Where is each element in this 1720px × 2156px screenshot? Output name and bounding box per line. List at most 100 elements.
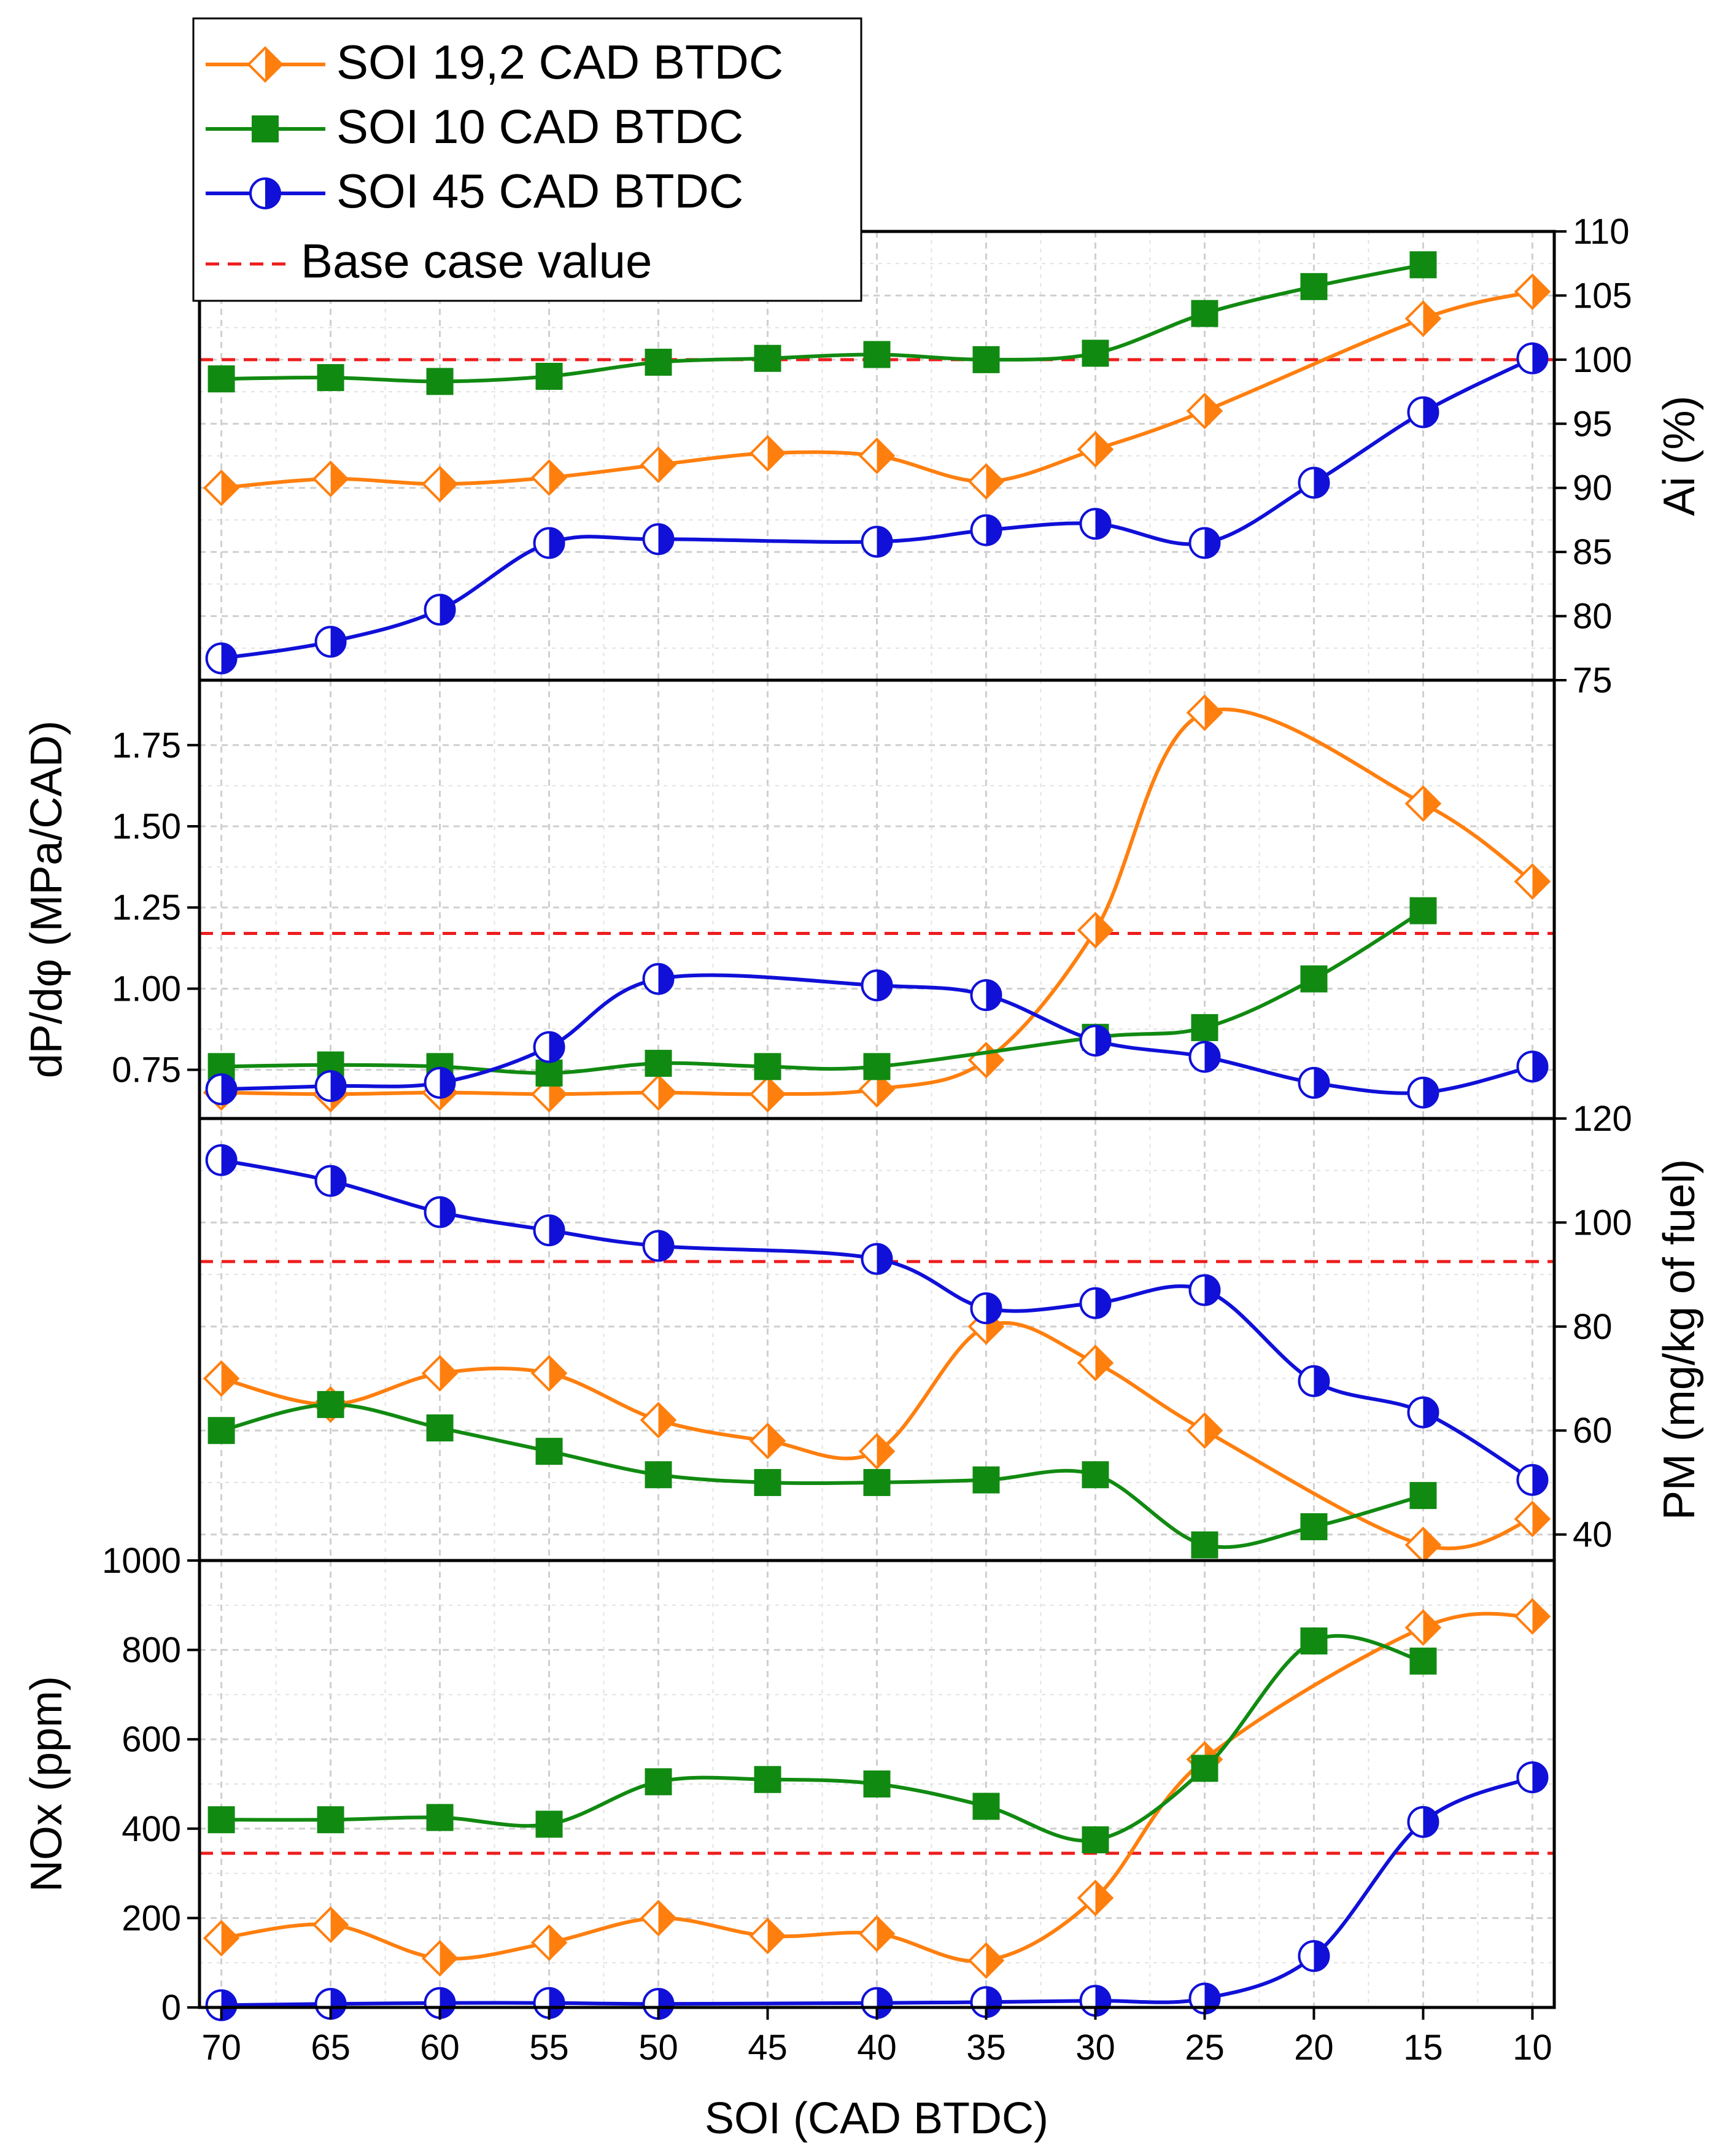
data-point-nox-s10 xyxy=(972,1793,1000,1820)
series-nox-s10 xyxy=(207,1627,1437,1853)
series-line-dpdphi-s10 xyxy=(221,909,1424,1076)
x-tick-label: 25 xyxy=(1185,2028,1225,2068)
data-point-ai-s45 xyxy=(642,523,675,556)
data-point-nox-s19 xyxy=(858,1915,896,1952)
data-point-nox-s10 xyxy=(426,1804,454,1831)
series-dpdphi-s10 xyxy=(207,897,1437,1087)
data-point-ai-s45 xyxy=(424,594,456,626)
data-point-dpdphi-s19 xyxy=(1404,785,1442,822)
data-point-ai-s10 xyxy=(645,349,672,376)
data-point-dpdphi-s19 xyxy=(640,1074,677,1111)
data-point-dpdphi-s45 xyxy=(314,1070,347,1103)
data-point-dpdphi-s19 xyxy=(1186,694,1223,731)
data-point-pm-s45 xyxy=(205,1144,238,1176)
data-point-nox-s10 xyxy=(863,1770,891,1797)
x-tick-label: 15 xyxy=(1403,2028,1443,2068)
x-tick-label: 40 xyxy=(857,2028,897,2068)
data-point-ai-s10 xyxy=(207,365,235,393)
data-point-dpdphi-s45 xyxy=(1298,1066,1330,1099)
data-point-nox-s19 xyxy=(530,1924,568,1961)
data-point-ai-s45 xyxy=(314,626,347,658)
data-point-pm-s10 xyxy=(863,1468,891,1496)
x-tick-label: 65 xyxy=(311,2028,351,2068)
data-point-ai-s10 xyxy=(1300,273,1328,300)
data-point-ai-s10 xyxy=(1082,339,1109,367)
data-point-nox-s19 xyxy=(749,1917,786,1955)
data-point-nox-s10 xyxy=(317,1806,344,1834)
data-point-dpdphi-s45 xyxy=(642,963,675,995)
y-axis-pm: 40 60 80 100 120 PM (mg/kg of fuel) xyxy=(1554,1099,1704,1555)
data-point-dpdphi-s45 xyxy=(1079,1025,1112,1057)
panel-ai: 75 80 85 90 95 100 105 110 Ai (%) xyxy=(198,212,1704,700)
data-point-pm-s45 xyxy=(861,1243,893,1275)
legend: SOI 19,2 CAD BTDC SOI 10 CAD BTDC SOI 45… xyxy=(192,17,862,302)
data-point-pm-s45 xyxy=(424,1196,456,1228)
data-point-nox-s45 xyxy=(424,1987,456,2019)
legend-entry-s19: SOI 19,2 CAD BTDC xyxy=(336,35,783,89)
data-point-pm-s19 xyxy=(1077,1344,1114,1381)
y-tick-label-ai: 75 xyxy=(1573,661,1613,700)
data-point-nox-s19 xyxy=(1514,1598,1551,1635)
data-point-ai-s10 xyxy=(535,363,563,390)
legend-entry-s10: SOI 10 CAD BTDC xyxy=(336,99,743,153)
y-tick-label-nox: 0 xyxy=(161,1988,181,2028)
data-point-pm-s10 xyxy=(426,1414,454,1441)
data-point-pm-s19 xyxy=(640,1402,677,1439)
data-point-pm-s10 xyxy=(645,1461,672,1489)
y-axis-dpdphi: 0.75 1.00 1.25 1.50 1.75 dP/dφ (MPa/CAD) xyxy=(22,721,200,1090)
data-point-dpdphi-s10 xyxy=(1409,897,1437,925)
data-point-pm-s45 xyxy=(1188,1274,1221,1306)
data-point-ai-s19 xyxy=(1404,300,1442,337)
y-axis-ai: 75 80 85 90 95 100 105 110 Ai (%) xyxy=(1554,212,1704,700)
y-tick-label-dpdphi: 1.00 xyxy=(112,969,181,1009)
data-point-pm-s19 xyxy=(1514,1500,1551,1538)
data-point-ai-s19 xyxy=(312,460,349,497)
data-point-pm-s19 xyxy=(421,1355,459,1392)
data-point-ai-s19 xyxy=(530,459,568,496)
data-point-dpdphi-s19 xyxy=(1077,912,1114,949)
x-axis-title: SOI (CAD BTDC) xyxy=(705,2094,1048,2143)
y-tick-label-ai: 85 xyxy=(1573,532,1613,572)
data-point-dpdphi-s45 xyxy=(970,979,1002,1012)
data-point-ai-s19 xyxy=(1514,273,1551,310)
panel-nox: 0 200 400 600 800 1000 NOx (ppm) xyxy=(22,1541,1556,2028)
data-point-nox-s10 xyxy=(645,1768,672,1796)
y-axis-title-ai: Ai (%) xyxy=(1655,396,1704,516)
data-point-dpdphi-s45 xyxy=(861,969,893,1002)
data-point-pm-s10 xyxy=(754,1468,781,1496)
y-tick-label-ai: 105 xyxy=(1573,276,1632,316)
data-point-ai-s19 xyxy=(749,435,786,472)
data-point-nox-s19 xyxy=(1077,1879,1114,1917)
data-point-pm-s10 xyxy=(207,1417,235,1444)
x-tick-label: 55 xyxy=(529,2028,569,2068)
data-point-dpdphi-s19 xyxy=(858,1071,896,1108)
data-point-ai-s19 xyxy=(967,463,1005,500)
data-point-dpdphi-s10 xyxy=(535,1059,563,1087)
x-tick-label: 45 xyxy=(748,2028,788,2068)
y-tick-label-pm: 40 xyxy=(1573,1515,1613,1555)
data-point-nox-s10 xyxy=(1409,1647,1437,1675)
data-point-pm-s10 xyxy=(972,1466,1000,1494)
y-tick-label-pm: 60 xyxy=(1573,1411,1613,1451)
data-point-nox-s19 xyxy=(421,1940,459,1977)
data-point-ai-s10 xyxy=(754,344,781,372)
series-pm-s19 xyxy=(203,1308,1551,1564)
data-point-nox-s10 xyxy=(1300,1627,1328,1655)
legend-label-s45: SOI 45 CAD BTDC xyxy=(336,164,743,218)
data-point-pm-s45 xyxy=(1298,1365,1330,1397)
y-tick-label-dpdphi: 0.75 xyxy=(112,1050,181,1090)
series-nox-s45 xyxy=(205,1761,1549,2022)
data-point-dpdphi-s10 xyxy=(863,1053,891,1080)
data-point-ai-s19 xyxy=(421,465,459,503)
x-tick-label: 35 xyxy=(966,2028,1006,2068)
y-tick-label-dpdphi: 1.50 xyxy=(112,807,181,847)
data-point-ai-s45 xyxy=(205,642,238,675)
data-point-ai-s45 xyxy=(861,525,893,558)
data-point-ai-s45 xyxy=(1298,467,1330,499)
data-point-ai-s45 xyxy=(1188,527,1221,559)
data-point-nox-s45 xyxy=(861,1987,893,2019)
legend-label-s10: SOI 10 CAD BTDC xyxy=(336,99,743,153)
data-point-pm-s45 xyxy=(314,1165,347,1197)
